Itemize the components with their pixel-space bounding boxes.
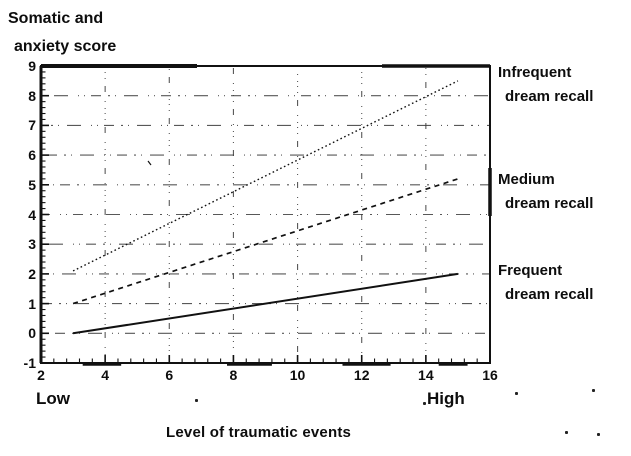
legend-infrequent-line2: dream recall [505, 88, 594, 105]
x-axis-high-label: High [427, 389, 465, 408]
x-tick-label: 8 [229, 367, 238, 383]
y-tick-label: 2 [28, 265, 36, 282]
x-tick-label: 10 [289, 367, 306, 383]
y-tick-label: -1 [23, 355, 36, 371]
x-tick-label: 2 [37, 367, 45, 383]
scan-speck [423, 402, 426, 405]
y-tick-label: 9 [28, 58, 36, 74]
legend-infrequent: Infrequent dream recall [498, 61, 593, 109]
x-axis-low-label: Low [36, 389, 70, 408]
legend-medium-line2: dream recall [505, 195, 594, 212]
y-tick-label: 7 [28, 117, 36, 134]
y-axis-title-line2: anxiety score [14, 38, 117, 55]
y-tick-label: 8 [28, 87, 36, 104]
scan-speck [592, 389, 595, 392]
y-tick-label: 1 [28, 295, 36, 312]
scan-speck [515, 392, 518, 395]
legend-frequent: Frequent dream recall [498, 259, 593, 307]
scan-speck [195, 399, 198, 402]
y-tick-label: 5 [28, 176, 36, 193]
y-axis-title: Somatic and anxiety score [8, 5, 116, 61]
x-axis-title: Level of traumatic events [166, 424, 352, 441]
legend-frequent-line1: Frequent [498, 262, 563, 279]
y-tick-label: 3 [28, 236, 36, 253]
x-tick-label: 16 [482, 367, 498, 383]
y-tick-label: 6 [28, 147, 36, 164]
x-tick-label: 6 [165, 367, 174, 383]
x-tick-label: 12 [353, 367, 370, 383]
scan-speck [597, 433, 600, 436]
legend-medium-line1: Medium [498, 171, 555, 188]
y-tick-label: 4 [28, 206, 36, 223]
scan-speck [565, 431, 568, 434]
legend-infrequent-line1: Infrequent [498, 64, 572, 81]
x-tick-label: 4 [101, 367, 110, 383]
legend-medium: Medium dream recall [498, 168, 593, 216]
x-tick-label: 14 [418, 367, 434, 383]
y-axis-title-line1: Somatic and [8, 10, 104, 27]
y-tick-label: 0 [28, 325, 36, 342]
legend-frequent-line2: dream recall [505, 286, 594, 303]
plot-area [39, 64, 492, 366]
